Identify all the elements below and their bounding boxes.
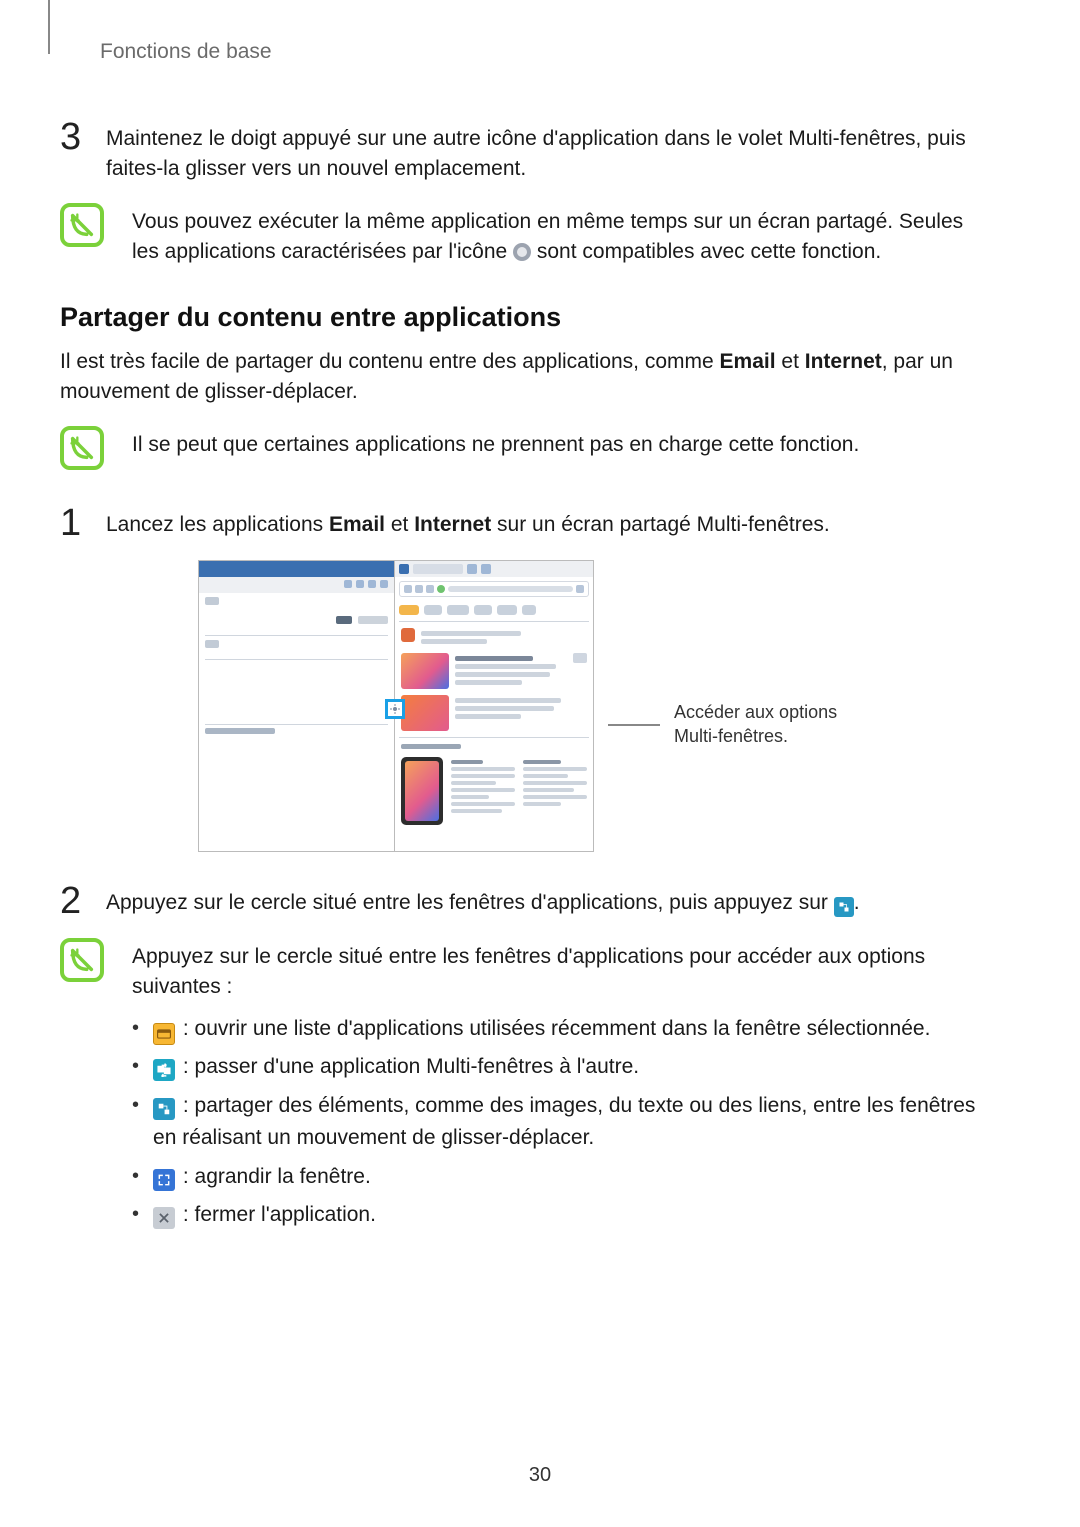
multiwindow-figure: Accéder aux optionsMulti-fenêtres. [60, 560, 982, 852]
note-options: Appuyez sur le cercle situé entre les fe… [60, 938, 982, 1238]
recent-apps-icon [153, 1023, 175, 1045]
step-number: 2 [60, 882, 106, 920]
note-compat: Vous pouvez exécuter la même application… [60, 203, 982, 268]
list-item: • : passer d'une application Multi-fenêt… [132, 1051, 982, 1084]
drag-content-icon [834, 897, 854, 917]
list-item: • : partager des éléments, comme des ima… [132, 1090, 982, 1155]
page-number: 30 [0, 1464, 1080, 1487]
step-text: Lancez les applications Email et Interne… [106, 504, 830, 540]
options-list: • : ouvrir une liste d'applications util… [132, 1013, 982, 1232]
note-text: Il se peut que certaines applications ne… [132, 426, 859, 460]
callout-leader-line [608, 724, 660, 726]
device-mock [198, 560, 594, 852]
note-text: Appuyez sur le cercle situé entre les fe… [132, 938, 982, 1238]
note-text: Vous pouvez exécuter la même application… [132, 203, 982, 268]
swap-windows-icon [153, 1059, 175, 1081]
step-number: 1 [60, 504, 106, 542]
step-text: Appuyez sur le cercle situé entre les fe… [106, 882, 860, 918]
note-support: Il se peut que certaines applications ne… [60, 426, 982, 470]
callout-text: Accéder aux optionsMulti-fenêtres. [674, 701, 844, 748]
mock-right-pane [395, 561, 593, 851]
list-item: • : ouvrir une liste d'applications util… [132, 1013, 982, 1046]
step-number: 3 [60, 118, 106, 156]
maximize-icon [153, 1169, 175, 1191]
list-item: • : agrandir la fenêtre. [132, 1161, 982, 1194]
multiwindow-handle-highlight [385, 699, 405, 719]
breadcrumb: Fonctions de base [100, 40, 982, 64]
step-3: 3 Maintenez le doigt appuyé sur une autr… [60, 118, 982, 185]
note-icon [60, 426, 104, 470]
close-icon [153, 1207, 175, 1229]
mock-left-pane [199, 561, 395, 851]
note-icon [60, 938, 104, 982]
step-text: Maintenez le doigt appuyé sur une autre … [106, 118, 982, 185]
figure-callout: Accéder aux optionsMulti-fenêtres. [608, 701, 844, 748]
list-item: • : fermer l'application. [132, 1199, 982, 1232]
intro-paragraph: Il est très facile de partager du conten… [60, 347, 982, 408]
step-1: 1 Lancez les applications Email et Inter… [60, 504, 982, 542]
multi-instance-icon [513, 243, 531, 261]
step-2: 2 Appuyez sur le cercle situé entre les … [60, 882, 982, 920]
section-title: Partager du contenu entre applications [60, 302, 982, 333]
page: Fonctions de base 3 Maintenez le doigt a… [0, 0, 1080, 1527]
drag-content-icon [153, 1098, 175, 1120]
top-margin-rule [48, 0, 50, 54]
note-icon [60, 203, 104, 247]
